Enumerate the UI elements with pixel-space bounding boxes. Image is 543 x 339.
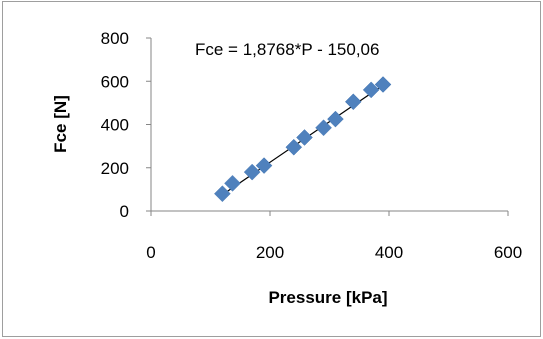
data-point [243, 163, 261, 181]
y-tick-label: 800 [101, 29, 129, 48]
x-tick-label: 600 [494, 243, 522, 262]
y-tick-label: 200 [101, 159, 129, 178]
x-axis-title: Pressure [kPa] [268, 288, 387, 307]
data-point [374, 76, 392, 93]
y-tick-label: 400 [101, 116, 129, 135]
data-point [224, 174, 241, 192]
data-point [285, 138, 303, 156]
axes [150, 38, 508, 212]
data-point [327, 110, 344, 128]
data-point [362, 81, 380, 99]
data-point [214, 185, 231, 203]
x-tick-label: 0 [146, 243, 155, 262]
x-tick-label: 400 [375, 243, 403, 262]
data-point [296, 129, 313, 146]
y-tick-label: 600 [101, 72, 129, 91]
trendline-equation: Fce = 1,8768*P - 150,06 [195, 40, 379, 59]
x-tick-label: 200 [256, 243, 284, 262]
y-tick-label: 0 [120, 202, 129, 221]
data-point [315, 119, 332, 137]
data-point [344, 93, 362, 111]
y-axis-title: Fce [N] [51, 95, 70, 153]
data-point [255, 157, 273, 174]
